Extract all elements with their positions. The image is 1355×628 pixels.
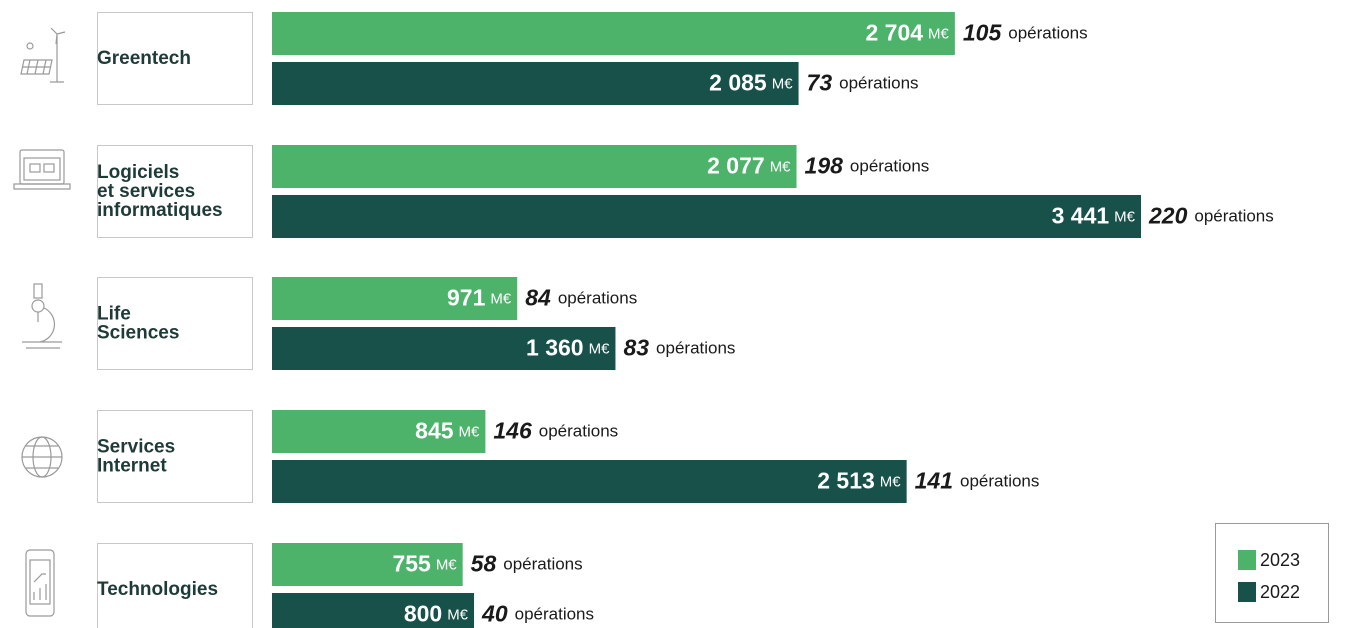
bar [272,145,797,188]
bar [272,327,616,370]
value-label: 800 M€ [404,601,469,627]
icon-life-sciences [22,283,62,349]
operations-label: 105 opérations [963,20,1088,46]
value-unit: M€ [880,473,901,490]
operations-label: 84 opérations [525,285,637,311]
category-label: et services [97,181,195,202]
value-unit: M€ [589,340,610,357]
legend-swatch [1238,550,1256,570]
value-unit: M€ [770,158,791,175]
value-unit: M€ [436,556,457,573]
value-label: 3 441 M€ [1052,203,1136,229]
bar [272,277,518,320]
value-number: 971 [447,285,486,311]
category-label: informatiques [97,200,223,221]
icon-software [13,149,71,190]
bar [272,195,1141,238]
category-label: Greentech [97,48,191,69]
operations-number: 105 [963,20,1003,46]
operations-unit: opérations [1194,207,1273,226]
value-unit: M€ [447,606,468,623]
icon-internet [21,436,63,478]
category-box [97,12,253,105]
value-unit: M€ [1114,208,1135,225]
bar [272,410,486,453]
value-number: 845 [415,418,454,444]
category-box [97,145,253,238]
value-number: 2 704 [865,20,923,46]
bar [272,543,463,586]
category-label: Logiciels [97,162,179,183]
value-number: 2 077 [707,153,765,179]
operations-label: 83 opérations [623,335,735,361]
category-box [97,277,253,370]
operations-unit: opérations [558,289,637,308]
operations-unit: opérations [1008,24,1087,43]
legend-label: 2023 [1260,550,1300,570]
value-unit: M€ [459,423,480,440]
operations-unit: opérations [850,157,929,176]
operations-label: 40 opérations [481,601,594,627]
value-number: 755 [392,551,431,577]
category-label: Services [97,437,175,458]
operations-unit: opérations [960,472,1039,491]
category-label: Internet [97,456,167,477]
value-number: 800 [404,601,442,627]
legend-box [1215,523,1329,623]
value-label: 1 360 M€ [526,335,610,361]
bar [272,12,955,55]
legend-swatch [1238,582,1256,602]
value-unit: M€ [772,75,793,92]
value-number: 1 360 [526,335,584,361]
value-unit: M€ [928,25,949,42]
bar [272,460,907,503]
bar [272,62,799,105]
icon-greentech [20,27,66,83]
operations-number: 84 [525,285,551,311]
operations-label: 141 opérations [915,468,1040,494]
operations-number: 83 [623,335,649,361]
operations-unit: opérations [839,74,918,93]
operations-number: 40 [481,601,508,627]
operations-label: 198 opérations [805,153,930,179]
operations-number: 141 [915,468,953,494]
legend-label: 2022 [1260,582,1300,602]
operations-number: 73 [807,70,833,96]
operations-label: 220 opérations [1148,203,1274,229]
operations-number: 146 [493,418,532,444]
value-label: 971 M€ [447,285,512,311]
category-box [97,410,253,503]
operations-label: 73 opérations [807,70,919,96]
value-label: 845 M€ [415,418,480,444]
value-number: 2 513 [817,468,875,494]
category-label: Life [97,304,131,325]
category-label: Sciences [97,323,179,344]
value-unit: M€ [490,290,511,307]
operations-number: 220 [1148,203,1188,229]
bar [272,593,475,628]
operations-number: 198 [805,153,844,179]
value-label: 2 704 M€ [865,20,949,46]
category-label: Technologies [97,579,218,600]
value-label: 2 513 M€ [817,468,901,494]
value-label: 2 077 M€ [707,153,791,179]
value-label: 2 085 M€ [709,70,793,96]
value-number: 2 085 [709,70,767,96]
icon-technologies [25,549,55,617]
value-number: 3 441 [1052,203,1110,229]
operations-label: 146 opérations [493,418,618,444]
category-box [97,543,253,628]
operations-unit: opérations [515,605,594,624]
operations-unit: opérations [503,555,582,574]
operations-unit: opérations [656,339,735,358]
value-label: 755 M€ [392,551,457,577]
operations-number: 58 [471,551,497,577]
operations-label: 58 opérations [471,551,583,577]
operations-unit: opérations [539,422,618,441]
